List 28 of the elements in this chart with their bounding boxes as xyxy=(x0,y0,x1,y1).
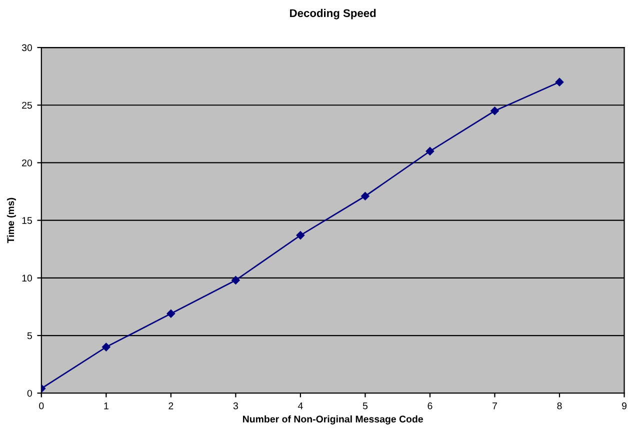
x-tick-label: 2 xyxy=(168,402,174,410)
x-tick-label: 6 xyxy=(428,402,432,410)
point xyxy=(555,78,564,86)
point xyxy=(490,106,499,116)
y-axis-title: Time (ms) xyxy=(6,198,16,244)
x-tick-label: 8 xyxy=(557,402,562,410)
x-tick-label: 1 xyxy=(104,402,108,410)
point xyxy=(426,147,434,156)
point xyxy=(361,192,370,200)
y-tick-label: 5 xyxy=(27,332,32,340)
y-tick-label: 0 xyxy=(27,390,32,397)
chart-title: Decoding Speed xyxy=(290,8,376,20)
x-tick-label: 3 xyxy=(233,402,238,410)
x-axis-title: Number of Non-Original Message Code xyxy=(243,415,423,424)
point xyxy=(232,276,240,284)
y-tick-label: 25 xyxy=(22,102,32,109)
x-tick-label: 7 xyxy=(492,402,497,410)
x-tick-label: 4 xyxy=(298,402,303,410)
y-tick-label: 20 xyxy=(22,159,32,166)
y-tick-label: 30 xyxy=(22,44,32,52)
x-tick-label: 0 xyxy=(39,402,44,410)
x-tick-label: 5 xyxy=(362,402,368,410)
x-tick-label: 9 xyxy=(622,402,627,410)
point xyxy=(166,310,176,318)
point xyxy=(102,342,110,352)
y-tick-label: 15 xyxy=(22,217,32,224)
y-tick-label: 10 xyxy=(22,274,32,282)
point xyxy=(296,231,305,240)
